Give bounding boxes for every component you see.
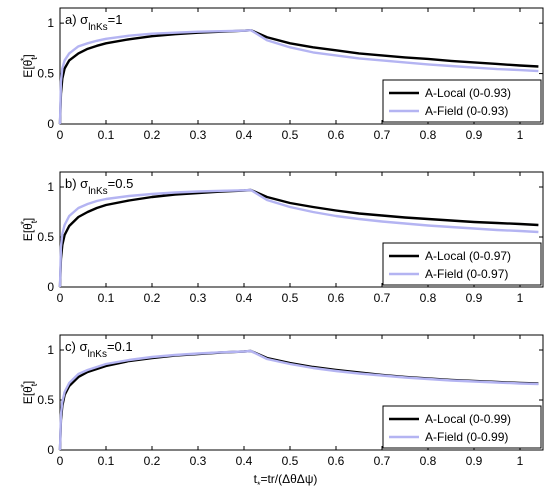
x-tick-label: 0.5: [282, 291, 299, 305]
y-axis-label-star: *: [19, 57, 29, 61]
legend: A-Local (0-0.99) A-Field (0-0.99): [382, 405, 542, 449]
x-tick-label: 0.5: [282, 454, 299, 468]
x-tick-label: 0.6: [328, 291, 345, 305]
legend: A-Local (0-0.93) A-Field (0-0.93): [382, 79, 542, 123]
panel-label: c) σlnKs=0.1: [65, 339, 133, 360]
sigma-subscript: lnKs: [88, 186, 107, 197]
legend-label-2: A-Field (0-0.99): [425, 430, 508, 444]
legend-box: [382, 242, 542, 286]
x-tick-label: 0.2: [144, 454, 161, 468]
sigma-symbol: σ: [80, 12, 88, 27]
legend-label-1: A-Local (0-0.93): [425, 86, 511, 100]
x-tick-label: 0.7: [374, 454, 391, 468]
panel-label: b) σlnKs=0.5: [65, 176, 133, 197]
y-axis-label: E[θt*]: [19, 381, 39, 404]
x-tick-label: 0.8: [420, 454, 437, 468]
legend: A-Local (0-0.97) A-Field (0-0.97): [382, 242, 542, 286]
y-tick-label: 0.5: [37, 67, 54, 81]
y-tick-label: 0: [47, 117, 54, 131]
x-tick-label: 0.1: [98, 454, 115, 468]
y-tick-label: 1: [47, 180, 54, 194]
chart-panel-2: 0 0.1 0.2 0.3 0.4 0.5 0.6 0.7 0.8 0.9 1 0 0.5 1 E[θt*]…: [19, 171, 544, 305]
x-tick-label: 0.2: [144, 128, 161, 142]
x-tick-label: 0.7: [374, 291, 391, 305]
x-tick-label: 0.1: [98, 128, 115, 142]
sigma-subscript: lnKs: [87, 349, 106, 360]
series-line-2: [58, 28, 539, 125]
y-tick-label: 0.5: [37, 393, 54, 407]
sigma-value: =0.1: [107, 339, 133, 354]
y-axis-label-star: *: [19, 384, 29, 388]
x-tick-label: 0.8: [420, 128, 437, 142]
legend-label-1: A-Local (0-0.97): [425, 249, 511, 263]
chart-panel-3: 0 0.1 0.2 0.3 0.4 0.5 0.6 0.7 0.8 0.9 100.51E[θt*]…: [19, 334, 544, 490]
series-line-2: [58, 349, 539, 451]
panel-letter: a): [65, 12, 80, 27]
x-axis-label-sub: *: [257, 480, 261, 490]
x-tick-label: 1: [517, 454, 524, 468]
y-tick-label: 1: [47, 16, 54, 30]
x-tick-label: 0.7: [374, 128, 391, 142]
x-axis-label-main: t: [254, 472, 258, 486]
legend-label-2: A-Field (0-0.93): [425, 104, 508, 118]
x-tick-label: 0.6: [328, 128, 345, 142]
x-tick-label: 0.2: [144, 291, 161, 305]
x-tick-label: 0: [57, 128, 64, 142]
x-tick-label: 1: [517, 291, 524, 305]
x-tick-label: 0.3: [190, 454, 207, 468]
y-axis-label-tail: ]: [21, 54, 35, 57]
sigma-value: =1: [108, 12, 123, 27]
y-axis-label-sub: t: [29, 383, 39, 386]
x-tick-label: 0: [57, 291, 64, 305]
y-tick-label: 1: [47, 343, 54, 357]
x-axis-label-tail: =tr/(ΔθΔψ): [260, 472, 317, 486]
y-axis-label-main: E[θ: [21, 223, 35, 241]
x-tick-label: 0.6: [328, 454, 345, 468]
y-axis-label-tail: ]: [21, 381, 35, 384]
y-axis-label: E[θt*]: [19, 54, 39, 77]
y-axis-label-star: *: [19, 221, 29, 225]
legend-box: [382, 405, 542, 449]
x-tick-label: 0.4: [236, 291, 253, 305]
y-axis-label: E[θt*]: [19, 218, 39, 241]
x-tick-label: 0.8: [420, 291, 437, 305]
y-axis-label-tail: ]: [21, 218, 35, 221]
x-tick-label: 0.9: [466, 291, 483, 305]
y-axis-label-sub: t: [29, 220, 39, 223]
series-line-2: [58, 188, 539, 288]
x-tick-label: 1: [517, 128, 524, 142]
legend-label-2: A-Field (0-0.97): [425, 267, 508, 281]
x-tick-label: 0.4: [236, 454, 253, 468]
x-tick-label: 0.3: [190, 291, 207, 305]
x-axis-label: t*=tr/(ΔθΔψ): [254, 472, 318, 490]
y-tick-label: 0.5: [37, 230, 54, 244]
x-tick-label: 0: [57, 454, 64, 468]
sigma-symbol: σ: [80, 176, 88, 191]
x-tick-label: 0.3: [190, 128, 207, 142]
panel-label: a) σlnKs=1: [65, 12, 122, 33]
y-axis-label-sub: t: [29, 57, 39, 60]
x-tick-label: 0.5: [282, 128, 299, 142]
y-axis-label-main: E[θ: [21, 59, 35, 77]
sigma-subscript: lnKs: [88, 22, 107, 33]
y-axis-label-main: E[θ: [21, 386, 35, 404]
panel-letter: b): [65, 176, 80, 191]
sigma-value: =0.5: [108, 176, 134, 191]
legend-label-1: A-Local (0-0.99): [425, 412, 511, 426]
panel-letter: c): [65, 339, 79, 354]
sigma-symbol: σ: [79, 339, 87, 354]
y-tick-label: 0: [47, 443, 54, 457]
x-tick-label: 0.9: [466, 128, 483, 142]
chart-panel-1: 0 0.1 0.2 0.3 0.4 0.5 0.6 0.7 0.8 0.9 1 0 0.5 1 E[θt*]…: [19, 7, 544, 142]
x-tick-label: 0.1: [98, 291, 115, 305]
x-tick-label: 0.9: [466, 454, 483, 468]
x-tick-label: 0.4: [236, 128, 253, 142]
y-tick-label: 0: [47, 280, 54, 294]
legend-box: [382, 79, 542, 123]
